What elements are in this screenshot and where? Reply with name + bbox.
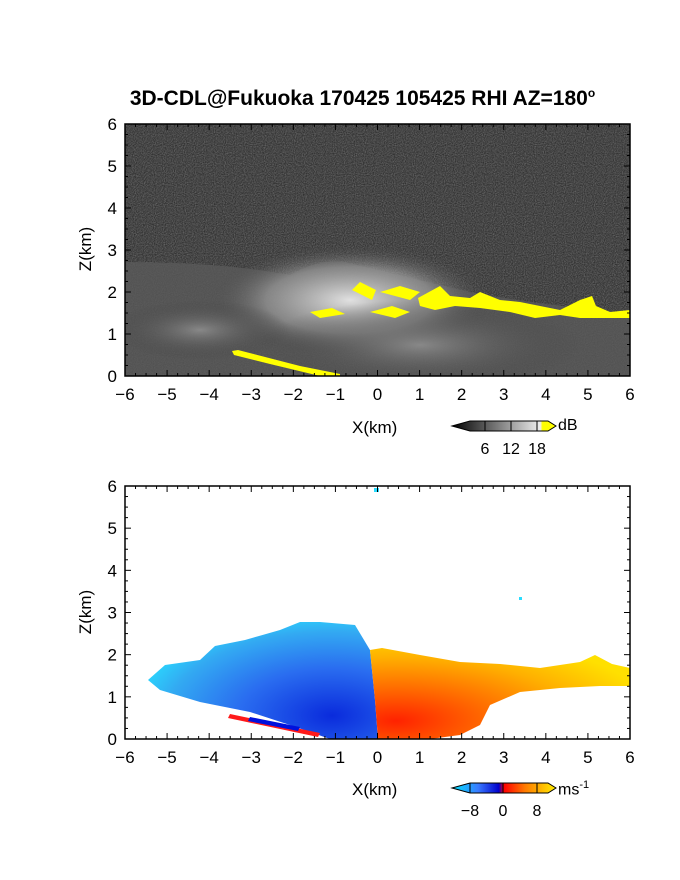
- velocity-xtick-label: 4: [541, 748, 550, 767]
- intensity-xtick-label: 6: [625, 385, 634, 404]
- intensity-xtick-label: −2: [284, 385, 303, 404]
- intensity-xtick-label: −6: [115, 385, 134, 404]
- intensity-xtick-label: 3: [499, 385, 508, 404]
- intensity-xtick-label: −1: [326, 385, 345, 404]
- intensity-cb-tick-label: 6: [481, 441, 490, 458]
- velocity-negative-region: [148, 622, 378, 739]
- velocity-ytick-label: 4: [108, 561, 117, 580]
- intensity-xtick-label: −4: [199, 385, 218, 404]
- velocity-cb-tick-label: 8: [533, 803, 542, 820]
- velocity-ytick-label: 5: [108, 519, 117, 538]
- intensity-ytick-label: 2: [108, 283, 117, 302]
- velocity-xtick-label: 5: [583, 748, 592, 767]
- intensity-xtick-label: 0: [373, 385, 382, 404]
- title-degree: o: [587, 86, 596, 100]
- intensity-cb-tick-label: 12: [502, 441, 520, 458]
- velocity-xtick-label: −3: [242, 748, 261, 767]
- velocity-cb-tick-label: −8: [461, 803, 479, 820]
- velocity-speck-2: [519, 597, 522, 600]
- velocity-xtick-label: −4: [199, 748, 218, 767]
- velocity-xtick-label: −1: [326, 748, 345, 767]
- velocity-ylabel: Z(km): [76, 589, 96, 635]
- velocity-ytick-label: 3: [108, 604, 117, 623]
- intensity-xtick-label: 4: [541, 385, 550, 404]
- velocity-xtick-label: 6: [625, 748, 634, 767]
- velocity-plot-area: [125, 486, 630, 739]
- intensity-ytick-label: 0: [108, 367, 117, 386]
- velocity-xtick-label: 2: [457, 748, 466, 767]
- velocity-cb-tick-label: 0: [499, 803, 508, 820]
- intensity-ytick-label: 3: [108, 241, 117, 260]
- intensity-colorbar-unit: dB: [558, 417, 578, 434]
- velocity-colorbar-unit: ms-1: [558, 779, 589, 799]
- velocity-speck-1: [374, 488, 379, 492]
- intensity-ytick-label: 4: [108, 199, 117, 218]
- intensity-axes: −6 −5 −4 −3 −2 −1 0 1 2 3 4 5 6 0 1 2 3 4 5 6: [108, 115, 635, 404]
- intensity-ytick-label: 1: [108, 325, 117, 344]
- velocity-colorbar: [450, 782, 557, 794]
- velocity-xtick-label: −6: [115, 748, 134, 767]
- intensity-ytick-label: 6: [108, 115, 117, 134]
- intensity-ytick-label: 5: [108, 157, 117, 176]
- velocity-axes: −6 −5 −4 −3 −2 −1 0 1 2 3 4 5 6 0 1 2 3 4 5 6: [108, 477, 635, 767]
- intensity-xtick-label: −5: [157, 385, 176, 404]
- velocity-ground-band-2: [248, 717, 300, 731]
- velocity-xtick-label: −2: [284, 748, 303, 767]
- velocity-positive-region: [370, 648, 630, 739]
- intensity-colorbar: [450, 420, 557, 432]
- aerosol-left: [125, 300, 290, 360]
- title-text: 3D-CDL@Fukuoka 170425 105425 RHI AZ=180: [129, 87, 588, 110]
- velocity-xlabel: X(km): [352, 780, 398, 799]
- intensity-ylabel: Z(km): [76, 226, 96, 272]
- intensity-xtick-label: 5: [583, 385, 592, 404]
- velocity-ytick-label: 0: [108, 730, 117, 749]
- intensity-xlabel: X(km): [352, 418, 398, 437]
- velocity-unit-exp: -1: [579, 779, 590, 791]
- intensity-xtick-label: 2: [457, 385, 466, 404]
- velocity-unit-base: ms: [558, 781, 580, 799]
- intensity-xtick-label: −3: [242, 385, 261, 404]
- intensity-plot-area: [125, 124, 630, 376]
- saturated-top: [310, 282, 630, 318]
- intensity-cb-tick-label: 18: [528, 441, 546, 458]
- aerosol-lower: [260, 300, 580, 376]
- velocity-ytick-label: 1: [108, 688, 117, 707]
- velocity-xtick-label: −5: [157, 748, 176, 767]
- figure-title: 3D-CDL@Fukuoka 170425 105425 RHI AZ=180o: [0, 86, 680, 111]
- velocity-xtick-label: 1: [415, 748, 424, 767]
- velocity-xtick-label: 0: [373, 748, 382, 767]
- velocity-ytick-label: 2: [108, 646, 117, 665]
- saturated-ground: [232, 350, 340, 376]
- velocity-ytick-label: 6: [108, 477, 117, 496]
- intensity-xtick-label: 1: [415, 385, 424, 404]
- velocity-xtick-label: 3: [499, 748, 508, 767]
